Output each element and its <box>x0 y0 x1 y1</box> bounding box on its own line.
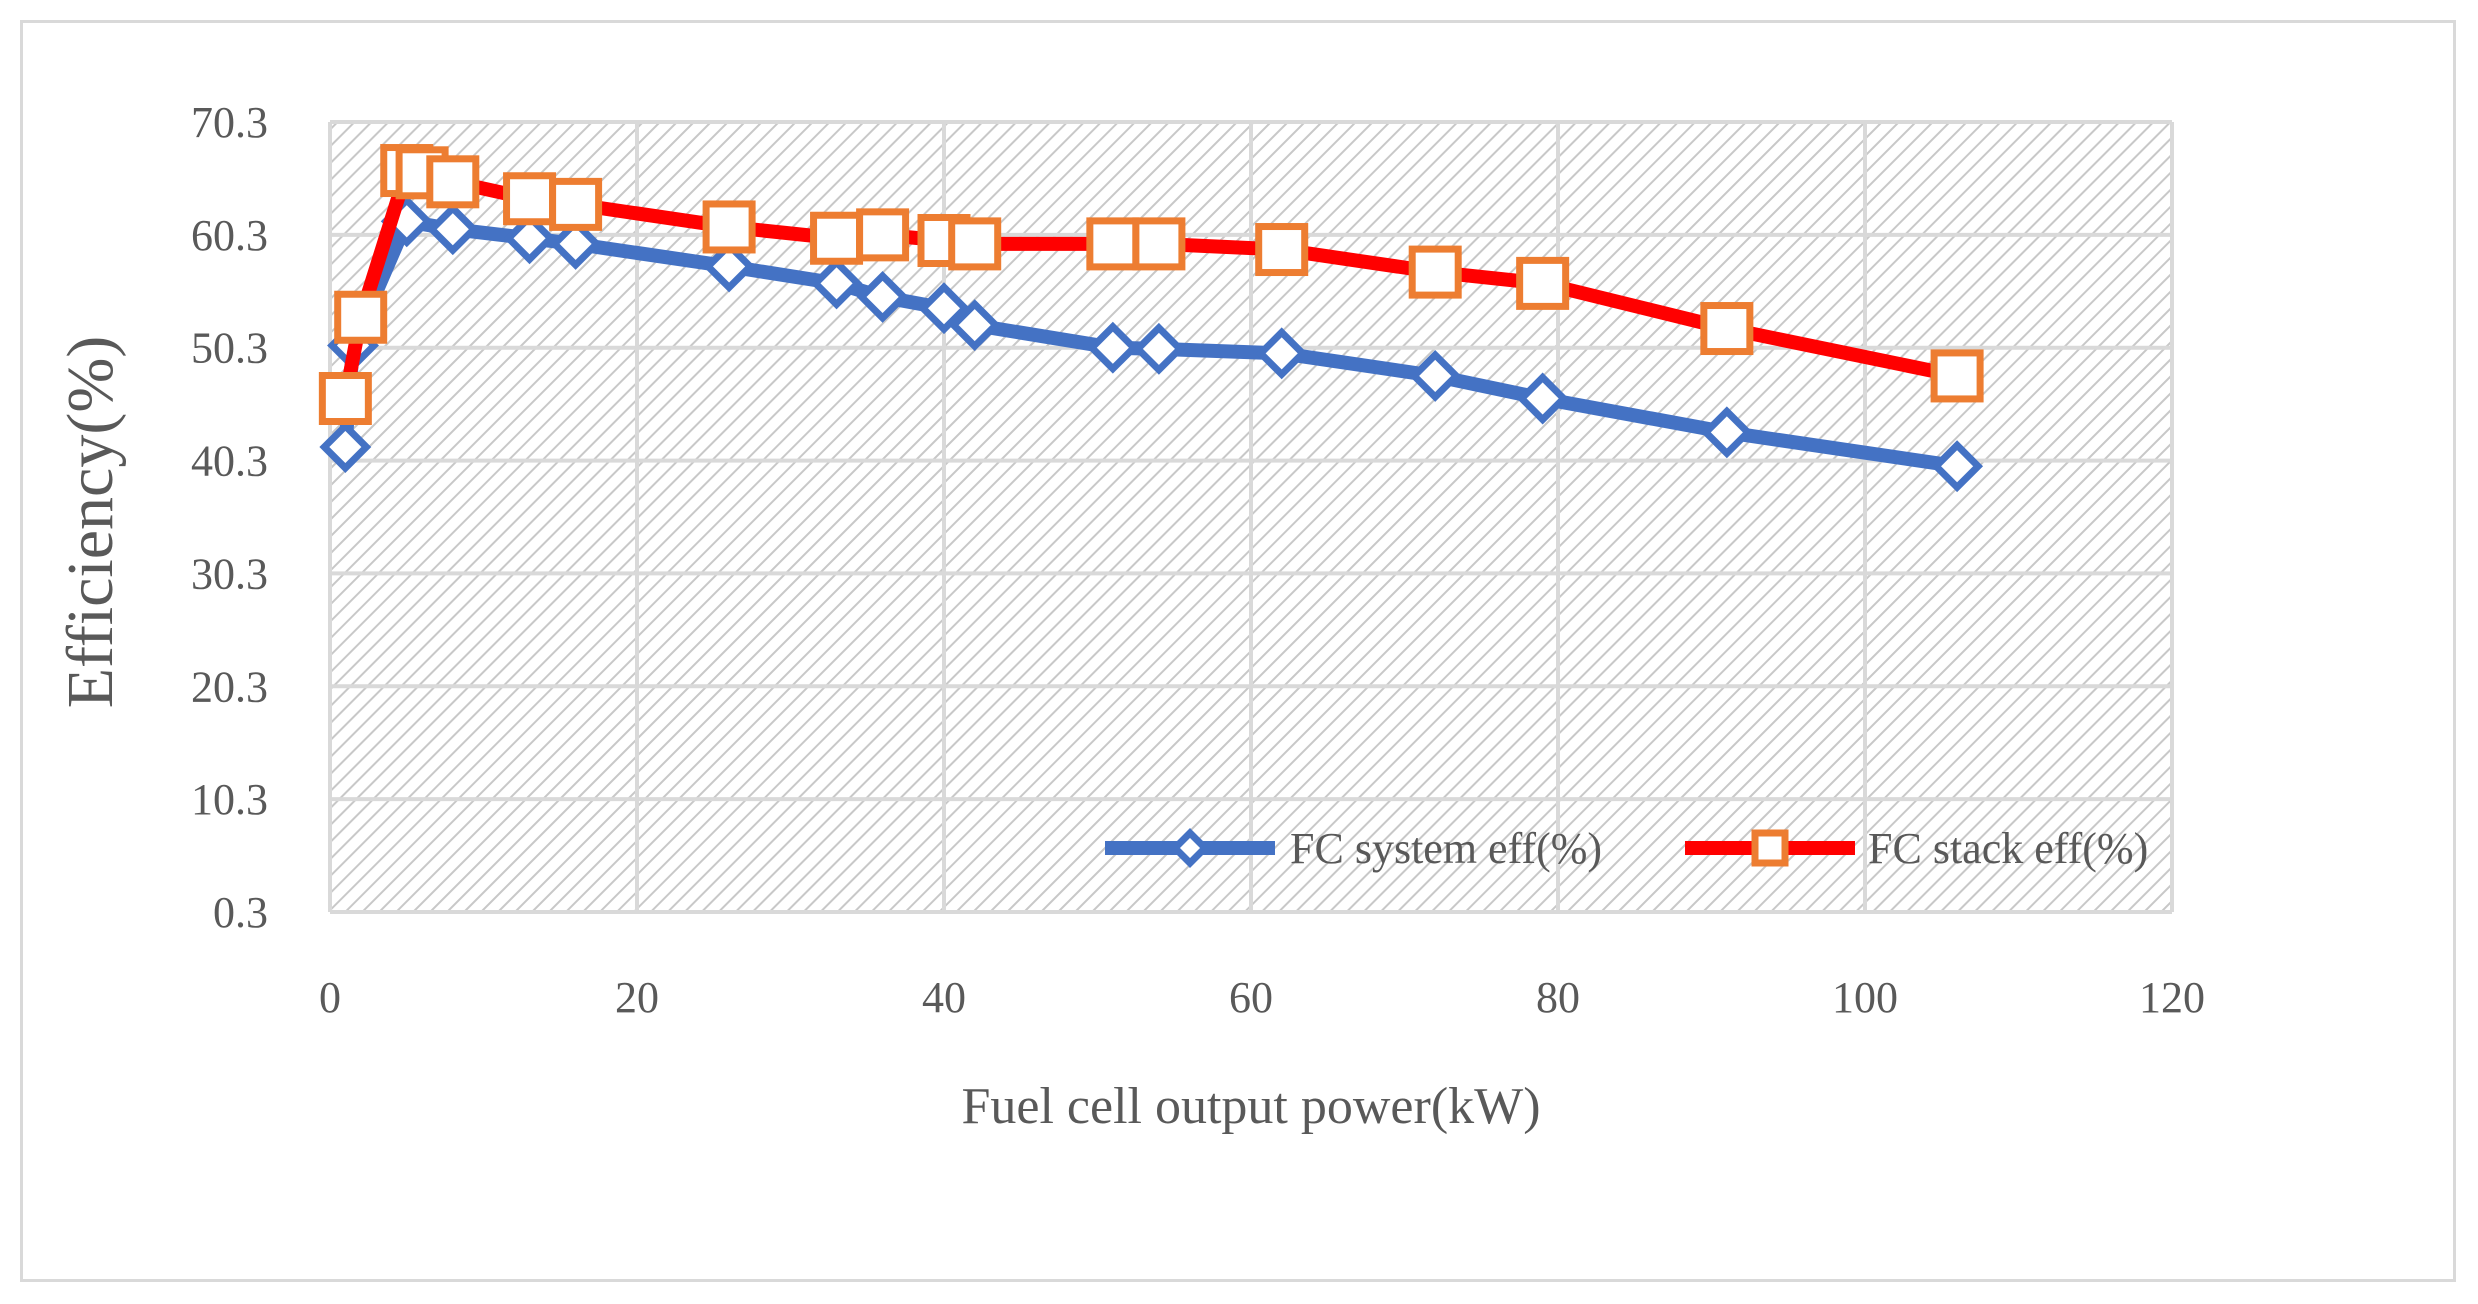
y-tick-label: 70.3 <box>191 98 268 147</box>
y-tick-label: 40.3 <box>191 437 268 486</box>
legend-label-fc-stack: FC stack eff(%) <box>1868 824 2148 873</box>
data-point-square <box>549 177 603 231</box>
data-point-diamond <box>426 203 479 256</box>
legend-marker-diamond <box>1170 828 1210 868</box>
y-tick-label: 30.3 <box>191 549 268 598</box>
data-point-square <box>503 172 557 226</box>
data-point-diamond <box>948 299 1001 352</box>
data-point-square <box>948 217 1002 271</box>
data-point-square <box>1086 217 1140 271</box>
x-tick-label: 40 <box>922 973 966 1022</box>
series-fc-system <box>319 195 1984 493</box>
series-layer <box>318 144 1984 493</box>
series-fc-stack <box>318 144 1984 425</box>
data-point-diamond <box>319 421 372 473</box>
data-point-diamond <box>1516 372 1569 425</box>
data-point-square <box>702 200 756 254</box>
x-tick-label: 80 <box>1536 973 1580 1022</box>
data-point-square <box>334 290 388 344</box>
data-point-square <box>1930 349 1984 403</box>
y-axis-tick-labels: 70.3 60.3 50.3 40.3 30.3 20.3 10.3 0.3 <box>191 98 268 937</box>
data-point-square <box>426 155 480 209</box>
y-axis-label: Efficiency(%) <box>54 336 127 709</box>
x-axis-tick-labels: 0 20 40 60 80 100 120 <box>319 973 2205 1022</box>
data-point-square <box>1516 256 1570 310</box>
x-tick-label: 0 <box>319 973 341 1022</box>
data-point-diamond <box>1086 321 1139 374</box>
legend: FC system eff(%) FC stack eff(%) <box>1105 824 2148 873</box>
x-tick-label: 100 <box>1832 973 1898 1022</box>
x-axis-label: Fuel cell output power(kW) <box>961 1078 1540 1135</box>
data-point-diamond <box>810 257 863 310</box>
x-tick-label: 120 <box>2139 973 2205 1022</box>
data-point-diamond <box>703 240 756 293</box>
data-point-diamond <box>549 217 602 270</box>
data-point-square <box>1255 223 1309 277</box>
data-point-diamond <box>1255 327 1308 380</box>
data-point-diamond <box>1700 406 1753 459</box>
data-point-diamond <box>1409 349 1462 402</box>
y-tick-label: 50.3 <box>191 324 268 373</box>
data-point-diamond <box>918 282 970 335</box>
data-point-square <box>810 211 864 265</box>
data-point-square <box>856 208 910 262</box>
legend-item-fc-stack: FC stack eff(%) <box>1685 824 2148 873</box>
legend-marker-square <box>1751 829 1789 867</box>
data-point-diamond <box>503 212 556 265</box>
data-point-square <box>1408 245 1462 299</box>
legend-item-fc-system: FC system eff(%) <box>1105 824 1602 873</box>
data-point-square <box>1132 217 1186 271</box>
x-tick-label: 20 <box>615 973 659 1022</box>
data-point-diamond <box>1132 322 1185 375</box>
y-tick-label: 20.3 <box>191 662 268 711</box>
legend-label-fc-system: FC system eff(%) <box>1290 824 1602 873</box>
y-tick-label: 10.3 <box>191 775 268 824</box>
data-point-diamond <box>856 270 909 323</box>
x-tick-label: 60 <box>1229 973 1273 1022</box>
data-point-square <box>1700 302 1754 356</box>
y-tick-label: 0.3 <box>213 888 268 937</box>
y-tick-label: 60.3 <box>191 211 268 260</box>
data-point-diamond <box>1931 440 1984 493</box>
data-point-square <box>318 372 372 425</box>
